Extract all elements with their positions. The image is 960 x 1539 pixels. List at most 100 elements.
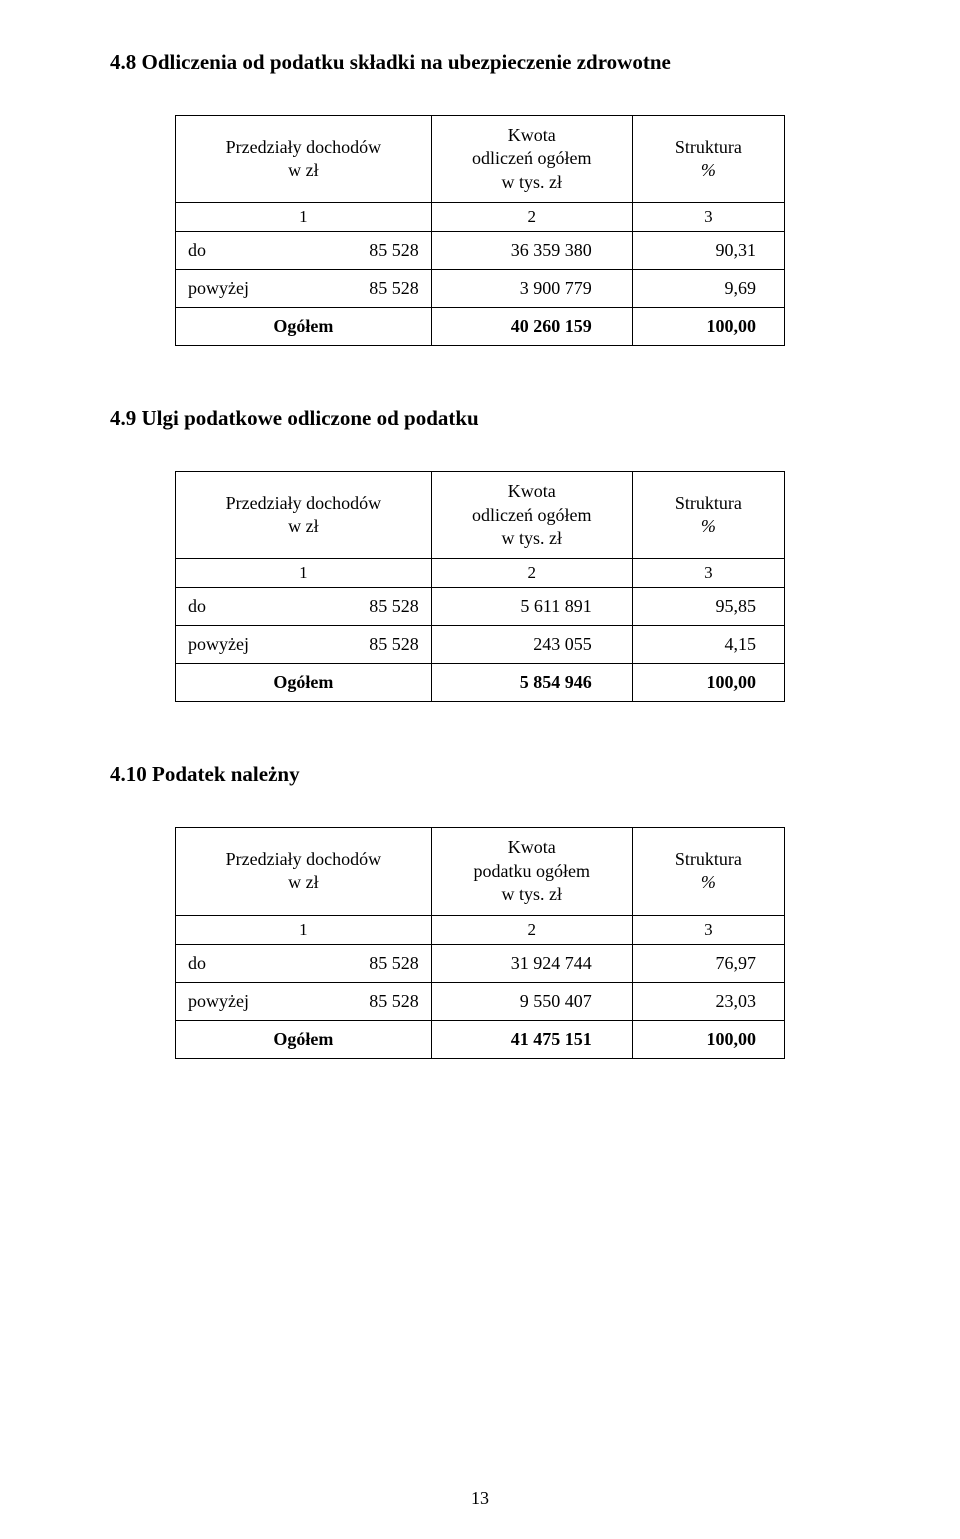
bracket-left: do xyxy=(188,953,206,974)
bracket-left: do xyxy=(188,240,206,261)
header-text: w zł xyxy=(186,515,421,538)
header-text: Kwota xyxy=(442,124,622,147)
table-header-row: Przedziały dochodów w zł Kwota odliczeń … xyxy=(176,472,785,559)
total-row: Ogółem 40 260 159 100,00 xyxy=(176,308,785,346)
header-text: % xyxy=(643,159,774,182)
total-label: Ogółem xyxy=(188,1029,419,1050)
bracket-right: 85 528 xyxy=(369,278,419,299)
amount-cell: 3 900 779 xyxy=(431,270,632,308)
colnum-cell: 1 xyxy=(176,559,432,588)
colnum-cell: 1 xyxy=(176,203,432,232)
header-text: podatku ogółem xyxy=(442,860,622,883)
header-text: % xyxy=(643,871,774,894)
section-heading-4-9: 4.9 Ulgi podatkowe odliczone od podatku xyxy=(110,406,850,431)
data-table: Przedziały dochodów w zł Kwota podatku o… xyxy=(175,827,785,1058)
bracket-right: 85 528 xyxy=(369,634,419,655)
bracket-cell: do 85 528 xyxy=(176,232,432,270)
table-4-10: Przedziały dochodów w zł Kwota podatku o… xyxy=(175,827,785,1058)
struct-cell: 9,69 xyxy=(632,270,784,308)
col-header-amount: Kwota podatku ogółem w tys. zł xyxy=(431,828,632,915)
total-struct-cell: 100,00 xyxy=(632,308,784,346)
table-row: do 85 528 36 359 380 90,31 xyxy=(176,232,785,270)
struct-cell: 4,15 xyxy=(632,626,784,664)
header-text: Kwota xyxy=(442,836,622,859)
col-header-amount: Kwota odliczeń ogółem w tys. zł xyxy=(431,116,632,203)
amount-cell: 243 055 xyxy=(431,626,632,664)
column-number-row: 1 2 3 xyxy=(176,559,785,588)
header-text: Przedziały dochodów xyxy=(186,848,421,871)
bracket-left: powyżej xyxy=(188,634,249,655)
struct-cell: 90,31 xyxy=(632,232,784,270)
struct-cell: 23,03 xyxy=(632,982,784,1020)
total-amount-cell: 41 475 151 xyxy=(431,1020,632,1058)
colnum-cell: 2 xyxy=(431,203,632,232)
section-heading-4-10: 4.10 Podatek należny xyxy=(110,762,850,787)
total-label-cell: Ogółem xyxy=(176,1020,432,1058)
header-text: Struktura xyxy=(643,492,774,515)
document-page: 4.8 Odliczenia od podatku składki na ube… xyxy=(0,0,960,1539)
colnum-cell: 3 xyxy=(632,203,784,232)
total-struct-cell: 100,00 xyxy=(632,1020,784,1058)
total-row: Ogółem 41 475 151 100,00 xyxy=(176,1020,785,1058)
header-text: Przedziały dochodów xyxy=(186,136,421,159)
bracket-cell: powyżej 85 528 xyxy=(176,626,432,664)
table-row: powyżej 85 528 9 550 407 23,03 xyxy=(176,982,785,1020)
amount-cell: 36 359 380 xyxy=(431,232,632,270)
table-row: powyżej 85 528 243 055 4,15 xyxy=(176,626,785,664)
bracket-right: 85 528 xyxy=(369,240,419,261)
header-text: w zł xyxy=(186,871,421,894)
colnum-cell: 1 xyxy=(176,915,432,944)
col-header-structure: Struktura % xyxy=(632,828,784,915)
bracket-left: powyżej xyxy=(188,991,249,1012)
section-heading-4-8: 4.8 Odliczenia od podatku składki na ube… xyxy=(110,50,850,75)
table-header-row: Przedziały dochodów w zł Kwota odliczeń … xyxy=(176,116,785,203)
header-text: w tys. zł xyxy=(442,171,622,194)
column-number-row: 1 2 3 xyxy=(176,203,785,232)
total-struct-cell: 100,00 xyxy=(632,664,784,702)
page-number: 13 xyxy=(0,1488,960,1509)
table-row: do 85 528 5 611 891 95,85 xyxy=(176,588,785,626)
bracket-cell: do 85 528 xyxy=(176,944,432,982)
total-label: Ogółem xyxy=(188,316,419,337)
header-text: w tys. zł xyxy=(442,527,622,550)
header-text: odliczeń ogółem xyxy=(442,504,622,527)
col-header-brackets: Przedziały dochodów w zł xyxy=(176,828,432,915)
header-text: Przedziały dochodów xyxy=(186,492,421,515)
header-text: odliczeń ogółem xyxy=(442,147,622,170)
colnum-cell: 2 xyxy=(431,915,632,944)
amount-cell: 31 924 744 xyxy=(431,944,632,982)
total-label-cell: Ogółem xyxy=(176,308,432,346)
header-text: w zł xyxy=(186,159,421,182)
header-text: % xyxy=(643,515,774,538)
col-header-structure: Struktura % xyxy=(632,472,784,559)
bracket-right: 85 528 xyxy=(369,596,419,617)
total-label: Ogółem xyxy=(188,672,419,693)
data-table: Przedziały dochodów w zł Kwota odliczeń … xyxy=(175,115,785,346)
table-4-9: Przedziały dochodów w zł Kwota odliczeń … xyxy=(175,471,785,702)
total-amount-cell: 5 854 946 xyxy=(431,664,632,702)
total-row: Ogółem 5 854 946 100,00 xyxy=(176,664,785,702)
total-amount-cell: 40 260 159 xyxy=(431,308,632,346)
colnum-cell: 2 xyxy=(431,559,632,588)
colnum-cell: 3 xyxy=(632,915,784,944)
bracket-left: do xyxy=(188,596,206,617)
data-table: Przedziały dochodów w zł Kwota odliczeń … xyxy=(175,471,785,702)
bracket-left: powyżej xyxy=(188,278,249,299)
total-label-cell: Ogółem xyxy=(176,664,432,702)
col-header-structure: Struktura % xyxy=(632,116,784,203)
amount-cell: 5 611 891 xyxy=(431,588,632,626)
table-header-row: Przedziały dochodów w zł Kwota podatku o… xyxy=(176,828,785,915)
struct-cell: 95,85 xyxy=(632,588,784,626)
header-text: Struktura xyxy=(643,848,774,871)
column-number-row: 1 2 3 xyxy=(176,915,785,944)
header-text: w tys. zł xyxy=(442,883,622,906)
table-4-8: Przedziały dochodów w zł Kwota odliczeń … xyxy=(175,115,785,346)
table-row: do 85 528 31 924 744 76,97 xyxy=(176,944,785,982)
col-header-amount: Kwota odliczeń ogółem w tys. zł xyxy=(431,472,632,559)
bracket-right: 85 528 xyxy=(369,991,419,1012)
amount-cell: 9 550 407 xyxy=(431,982,632,1020)
header-text: Kwota xyxy=(442,480,622,503)
header-text: Struktura xyxy=(643,136,774,159)
col-header-brackets: Przedziały dochodów w zł xyxy=(176,472,432,559)
struct-cell: 76,97 xyxy=(632,944,784,982)
